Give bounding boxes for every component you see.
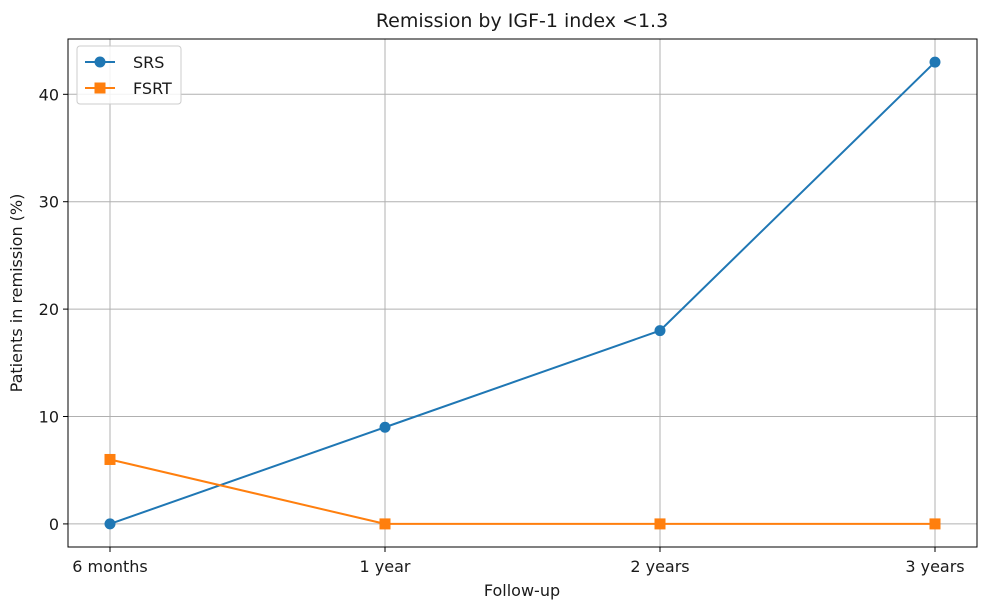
x-axis-label: Follow-up (484, 581, 560, 600)
x-tick-label: 1 year (360, 557, 411, 576)
x-tick-label: 2 years (630, 557, 689, 576)
series-line-srs (109, 61, 936, 525)
x-tick-label: 3 years (905, 557, 964, 576)
series-line-fsrt (109, 458, 935, 525)
data-point-srs (104, 518, 116, 530)
axis-ticks: 6 months 1 year 2 years 3 years 0 10 20 30 40 (39, 85, 965, 576)
legend-marker-fsrt (94, 82, 106, 94)
data-point-fsrt (104, 453, 116, 465)
y-tick-label: 20 (39, 300, 59, 319)
y-tick-label: 10 (39, 408, 59, 427)
grid-lines (68, 39, 977, 547)
legend-marker-srs (94, 56, 106, 68)
legend: SRS FSRT (76, 45, 182, 105)
chart-title: Remission by IGF-1 index <1.3 (376, 10, 668, 32)
legend-label-fsrt: FSRT (133, 79, 172, 98)
y-tick-label: 40 (39, 85, 59, 104)
y-axis-label: Patients in remission (%) (7, 194, 26, 393)
data-point-fsrt (379, 518, 391, 530)
data-point-fsrt (929, 518, 941, 530)
series-layer (104, 56, 941, 530)
data-point-srs (379, 421, 391, 433)
plot-frame (67, 38, 978, 548)
y-tick-label: 0 (49, 515, 59, 534)
legend-label-srs: SRS (133, 53, 164, 72)
data-point-srs (654, 325, 666, 337)
y-tick-label: 30 (39, 193, 59, 212)
data-point-fsrt (654, 518, 666, 530)
data-point-srs (929, 56, 941, 68)
x-tick-label: 6 months (72, 557, 148, 576)
